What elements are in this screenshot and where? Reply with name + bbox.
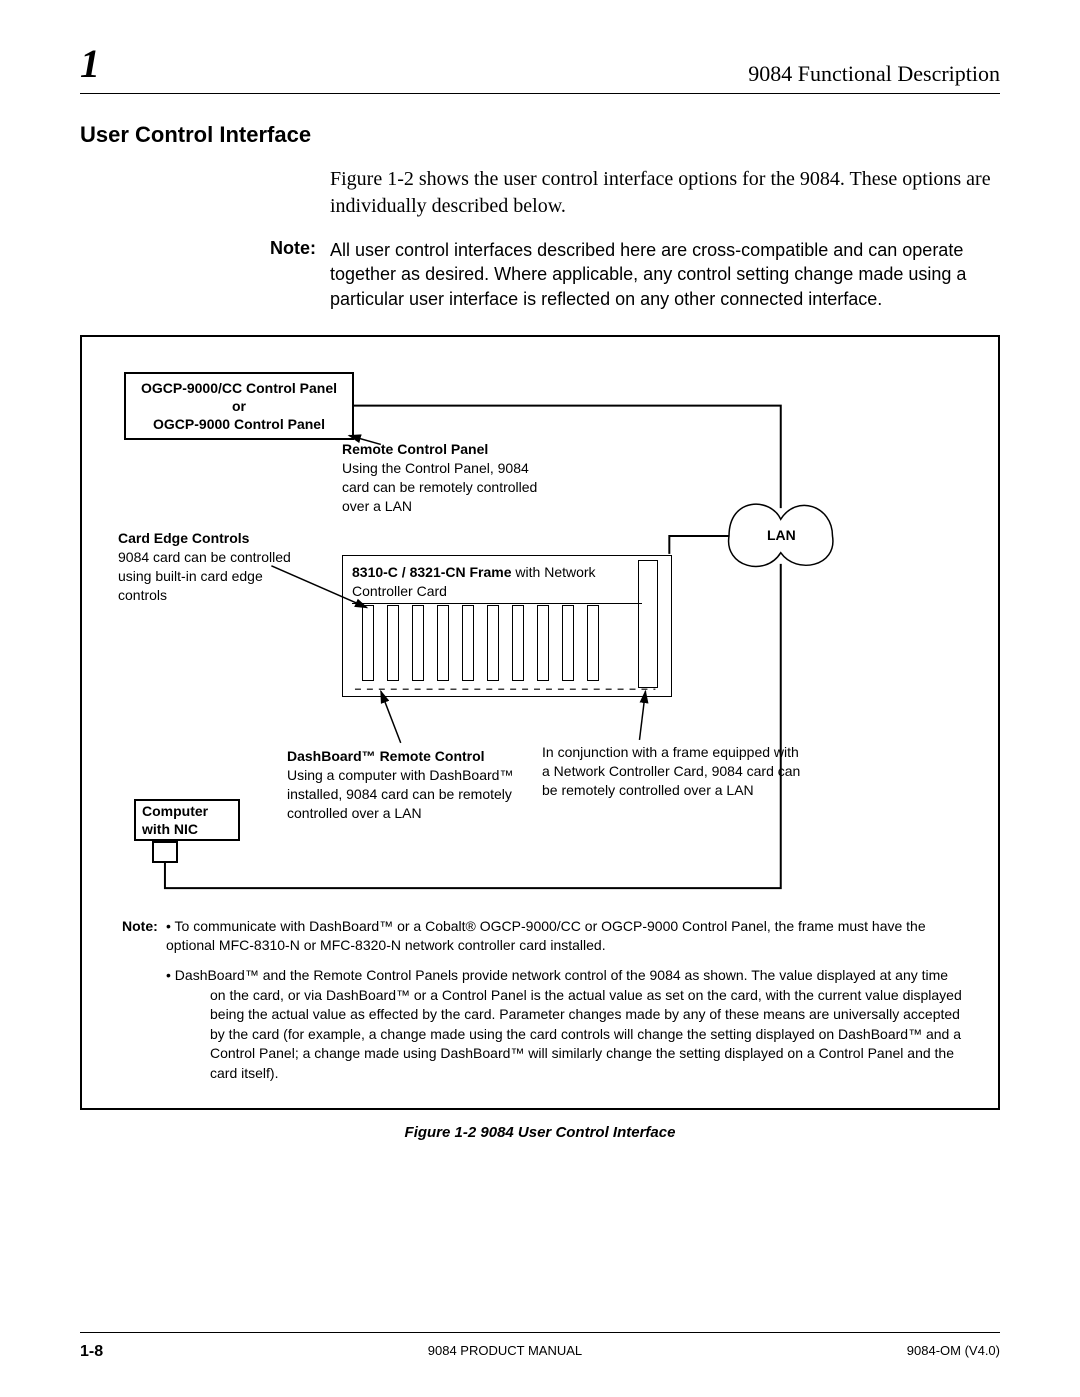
card-edge-body: 9084 card can be controlled using built-… [118,549,291,603]
header-right-text: 9084 Functional Description [748,61,1000,87]
remote-panel-body: Using the Control Panel, 9084 card can b… [342,460,537,514]
frame-title-label: 8310-C / 8321-CN Frame with Network Cont… [352,563,642,604]
nic-port [152,841,178,863]
network-controller-label: In conjunction with a frame equipped wit… [542,743,802,800]
ogcp-line2: or [132,397,346,415]
page-number: 1-8 [80,1343,103,1361]
footer-center: 9084 PRODUCT MANUAL [428,1343,582,1361]
lan-label: LAN [767,527,796,543]
computer-line1: Computer [142,802,208,820]
section-title: User Control Interface [80,122,1000,148]
dashboard-title: DashBoard™ Remote Control [287,748,485,764]
figure-caption: Figure 1-2 9084 User Control Interface [80,1124,1000,1141]
footer-right: 9084-OM (V4.0) [907,1343,1000,1361]
footnote-2: • DashBoard™ and the Remote Control Pane… [166,967,962,1081]
note-text: All user control interfaces described he… [330,238,1000,311]
figure-1-2: OGCP-9000/CC Control Panel or OGCP-9000 … [80,335,1000,1110]
frame-slot [537,605,549,681]
frame-slot [562,605,574,681]
network-controller-body: In conjunction with a frame equipped wit… [542,744,800,798]
frame-slot [412,605,424,681]
computer-nic-box: Computer with NIC [134,799,240,841]
page-footer: 1-8 9084 PRODUCT MANUAL 9084-OM (V4.0) [80,1332,1000,1361]
computer-line2: with NIC [142,820,198,838]
frame-slot [387,605,399,681]
card-edge-label: Card Edge Controls 9084 card can be cont… [118,529,308,605]
frame-title-bold: 8310-C / 8321-CN Frame [352,564,512,580]
intro-paragraph: Figure 1-2 shows the user control interf… [330,166,1000,220]
note-block: Note: All user control interfaces descri… [270,238,1000,311]
remote-panel-label: Remote Control Panel Using the Control P… [342,440,552,516]
ogcp-line1: OGCP-9000/CC Control Panel [132,379,346,397]
figure-footnotes: Note: • To communicate with DashBoard™ o… [122,917,962,1084]
footnote-1: • To communicate with DashBoard™ or a Co… [166,917,962,956]
card-edge-title: Card Edge Controls [118,530,249,546]
frame-slot [362,605,374,681]
footnote-prefix: Note: [122,917,166,956]
ogcp-panel-box: OGCP-9000/CC Control Panel or OGCP-9000 … [124,372,354,440]
frame-slot [487,605,499,681]
ogcp-line3: OGCP-9000 Control Panel [132,415,346,433]
remote-panel-title: Remote Control Panel [342,441,488,457]
chapter-number: 1 [80,40,100,87]
frame-slot [512,605,524,681]
dashboard-label: DashBoard™ Remote Control Using a comput… [287,747,527,823]
frame-slot [587,605,599,681]
frame-slot [462,605,474,681]
frame-slot [437,605,449,681]
dashboard-body: Using a computer with DashBoard™ install… [287,767,513,821]
header-rule [80,93,1000,94]
note-label: Note: [270,238,330,311]
